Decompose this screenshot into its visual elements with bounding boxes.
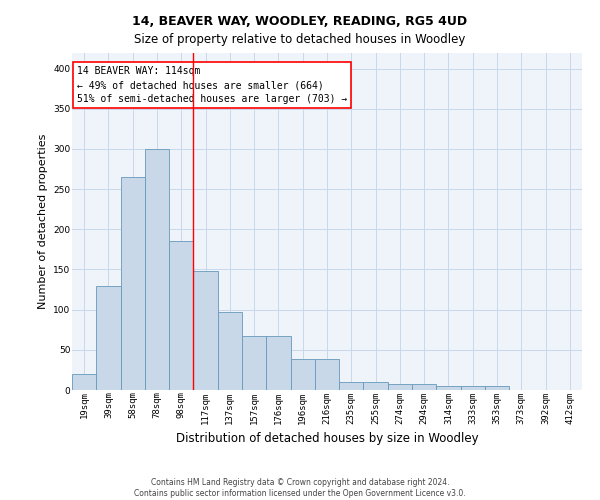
Bar	[169, 242, 193, 390]
Text: 14, BEAVER WAY, WOODLEY, READING, RG5 4UD: 14, BEAVER WAY, WOODLEY, READING, RG5 4U…	[133, 15, 467, 28]
Bar	[315, 360, 339, 390]
Text: Contains HM Land Registry data © Crown copyright and database right 2024.
Contai: Contains HM Land Registry data © Crown c…	[134, 478, 466, 498]
Text: Size of property relative to detached houses in Woodley: Size of property relative to detached ho…	[134, 32, 466, 46]
Bar	[96, 286, 121, 390]
Bar	[485, 386, 509, 390]
Bar	[145, 149, 169, 390]
Bar	[412, 384, 436, 390]
Bar	[290, 360, 315, 390]
Bar	[218, 312, 242, 390]
Bar	[388, 384, 412, 390]
Y-axis label: Number of detached properties: Number of detached properties	[38, 134, 48, 309]
Bar	[72, 374, 96, 390]
Bar	[436, 386, 461, 390]
Bar	[193, 271, 218, 390]
Bar	[121, 177, 145, 390]
Bar	[266, 336, 290, 390]
Bar	[242, 336, 266, 390]
Bar	[339, 382, 364, 390]
Bar	[364, 382, 388, 390]
X-axis label: Distribution of detached houses by size in Woodley: Distribution of detached houses by size …	[176, 432, 478, 445]
Text: 14 BEAVER WAY: 114sqm
← 49% of detached houses are smaller (664)
51% of semi-det: 14 BEAVER WAY: 114sqm ← 49% of detached …	[77, 66, 347, 104]
Bar	[461, 386, 485, 390]
